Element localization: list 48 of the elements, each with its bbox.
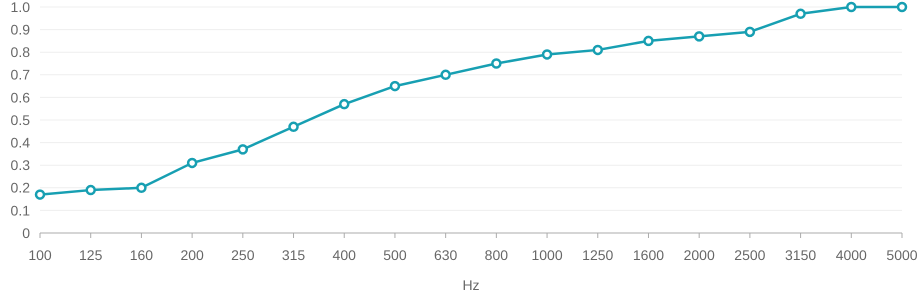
point	[694, 31, 704, 42]
point	[238, 144, 248, 155]
x-tick-label: 800	[484, 247, 508, 263]
x-tick-label: 5000	[886, 247, 918, 263]
point	[85, 184, 96, 196]
y-tick-label: 0.4	[10, 134, 30, 150]
point	[34, 189, 46, 200]
x-tick-label: 100	[28, 247, 52, 263]
x-tick-label: 200	[180, 247, 204, 263]
point	[795, 8, 806, 20]
x-tick-label: 500	[383, 247, 407, 263]
point	[592, 44, 604, 56]
point	[338, 98, 350, 110]
point	[186, 158, 198, 168]
point	[288, 122, 299, 132]
point	[390, 80, 400, 92]
point	[542, 49, 552, 60]
y-tick-label: 0	[22, 224, 30, 241]
y-tick-label: 0.3	[10, 157, 30, 174]
y-tick-label: 0.9	[10, 22, 30, 38]
point	[744, 26, 756, 38]
x-tick-label: 315	[282, 247, 306, 263]
point	[643, 36, 654, 46]
y-tick-label: 0.1	[10, 202, 30, 218]
point	[846, 2, 857, 12]
x-tick-label: 2000	[684, 247, 715, 263]
x-tick-label: 160	[130, 247, 154, 263]
point	[136, 182, 147, 194]
x-tick-label: 1250	[582, 247, 614, 263]
y-tick-label: 1.0	[10, 0, 30, 15]
x-tick-label: 125	[79, 247, 103, 263]
y-tick-label: 0.7	[10, 66, 30, 83]
x-tick-label: 2500	[734, 247, 766, 263]
x-tick-label: 3150	[785, 247, 816, 263]
y-tick-label: 0.5	[10, 112, 30, 128]
x-tick-label: 400	[332, 247, 356, 263]
y-tick-label: 0.8	[10, 44, 30, 60]
y-tick-label: 0.2	[10, 180, 30, 196]
x-tick-label: 250	[231, 247, 255, 263]
y-tick-label: 0.6	[10, 89, 30, 106]
x-tick-label: 630	[434, 247, 458, 263]
x-tick-label: 1000	[531, 247, 563, 263]
x-axis-title: Hz	[462, 277, 480, 293]
point	[896, 2, 908, 12]
point	[491, 58, 502, 69]
x-tick-label: 1600	[632, 247, 664, 263]
x-tick-label: 4000	[836, 247, 868, 263]
point	[440, 70, 451, 80]
